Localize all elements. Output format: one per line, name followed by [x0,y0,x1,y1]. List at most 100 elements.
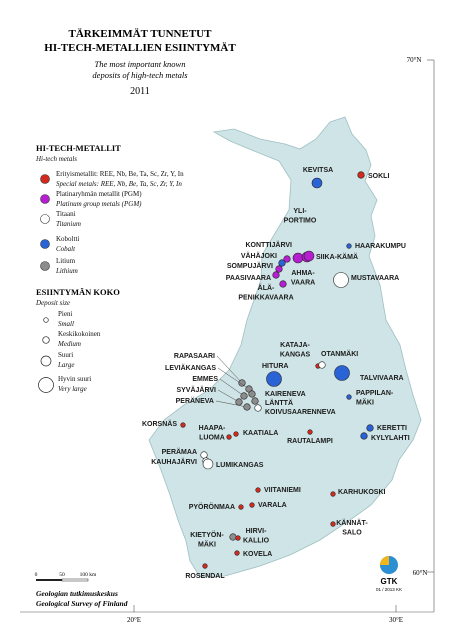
deposit-marker [334,365,350,381]
deposit-marker [311,177,323,189]
deposit-label: PERÄMAA [162,448,197,456]
scale-bar [36,579,62,581]
scale-label: 50 [59,572,65,578]
deposit-marker [330,521,336,527]
deposit-label: VAARA [291,280,315,287]
logo-code: 01 / 2013 KK [376,587,402,592]
scale-label: 0 [35,572,38,578]
title-fi: HI-TECH-METALLIEN ESIINTYMÄT [44,41,236,54]
legend-swatch [40,194,50,204]
deposit-label: PORTIMO [284,218,317,225]
deposit-label: KORSNÄS [142,420,177,428]
deposit-marker [318,361,326,369]
deposit-marker [255,487,261,493]
legend-swatch [40,214,50,224]
deposit-label: ROSENDAL [185,573,225,580]
leader-line [215,400,248,408]
deposit-label: SYVÄJÄRVI [176,386,216,394]
deposit-marker [266,371,282,387]
leader-line [217,389,240,403]
deposit-label: HAAPA- [199,425,226,432]
scale-bar [61,578,89,582]
legend-label: Platinaryhmän metallit (PGM) [56,190,142,198]
deposit-label: MÄKI [198,541,216,549]
deposit-label: VÄHÄJOKI [241,252,277,260]
deposit-marker [238,504,244,510]
deposit-label: KÄNNÄT- [336,519,368,527]
deposit-marker [243,403,251,411]
legend-title: HI-TECH-METALLIT [36,143,121,153]
legend-label: Keskikokoinen [58,330,101,338]
deposit-marker [234,550,240,556]
deposit-label: KIETYÖN- [190,530,224,539]
deposit-label: RAUTALAMPI [287,438,333,445]
legend-label: Litium [56,257,76,265]
deposit-label: HITURA [262,363,288,370]
deposit-label: HAARAKUMPU [355,243,406,250]
deposit-label: PAPPILAN- [356,390,394,397]
legend-label: Erityismetallit: REE, Nb, Be, Ta, Sc, Zr… [56,170,184,178]
deposit-marker [366,424,374,432]
deposit-label: VIITANIEMI [264,487,301,494]
legend-subtitle: Hi-tech metals [35,155,77,163]
scale-label: 100 km [80,572,97,578]
deposit-label: KAIRENEVA [265,391,306,398]
legend-title: ESIINTYMÄN KOKO [36,287,120,297]
legend-subtitle: Deposit size [35,299,70,307]
legend-label: Platinum group metals (PGM) [55,200,142,208]
deposit-marker [303,250,315,262]
legend-label: Medium [57,340,81,348]
deposit-label: PAASIVAARA [226,275,271,282]
legend-label: Large [57,361,74,369]
legend-label: Lithium [55,267,78,275]
legend-size [43,317,49,323]
coord-label: 60°N [413,569,428,577]
deposit-marker [360,432,368,440]
logo-mark [380,556,389,565]
deposit-label: TALVIVAARA [360,375,404,382]
deposit-label: KEVITSA [303,167,333,174]
legend-label: Titanium [56,220,81,228]
deposit-marker [283,255,291,263]
title-year: 2011 [130,86,150,97]
title-fi: TÄRKEIMMÄT TUNNETUT [69,27,213,40]
deposit-label: EMMES [192,376,218,383]
legend-label: Very large [58,385,87,393]
deposit-marker [229,533,237,541]
deposit-label: LUOMA [199,435,225,442]
deposit-marker [238,379,246,387]
logo-text: GTK [381,577,398,586]
deposit-marker [346,394,352,400]
deposit-marker [251,397,259,405]
deposit-label: OTANMÄKI [321,350,358,358]
deposit-marker [249,502,255,508]
legend-size [40,355,52,367]
deposit-label: RAPASAARI [174,353,215,360]
deposit-label: MÄKI [356,399,374,407]
deposit-label: PENIKKAVAARA [238,295,293,302]
legend-size [42,336,50,344]
deposit-label: SIIKA-KÄMÄ [316,253,358,261]
coord-label: 70°N [407,56,422,64]
deposit-marker [333,272,349,288]
legend-swatch [40,239,50,249]
deposit-label: KALLIO [243,538,270,545]
deposit-label: PERÄNEVA [176,397,214,405]
legend-label: Cobalt [56,245,76,253]
deposit-label: KANGAS [280,352,311,359]
legend-label: Titaani [56,210,76,218]
legend-size [38,377,54,393]
deposit-marker [279,280,287,288]
deposit-marker [346,243,352,249]
legend-label: Koboltti [56,235,79,243]
legend-label: Suuri [58,351,73,359]
legend-swatch [40,261,50,271]
deposit-label: LEVIÄKANGAS [165,364,216,372]
deposit-label: KAATIALA [243,430,278,437]
deposit-marker [254,404,262,412]
deposit-label: ÄLÄ- [258,284,275,292]
deposit-label: KAUHAJÄRVI [151,458,197,466]
deposit-label: KARHUKOSKI [338,489,386,496]
deposit-marker [240,392,248,400]
